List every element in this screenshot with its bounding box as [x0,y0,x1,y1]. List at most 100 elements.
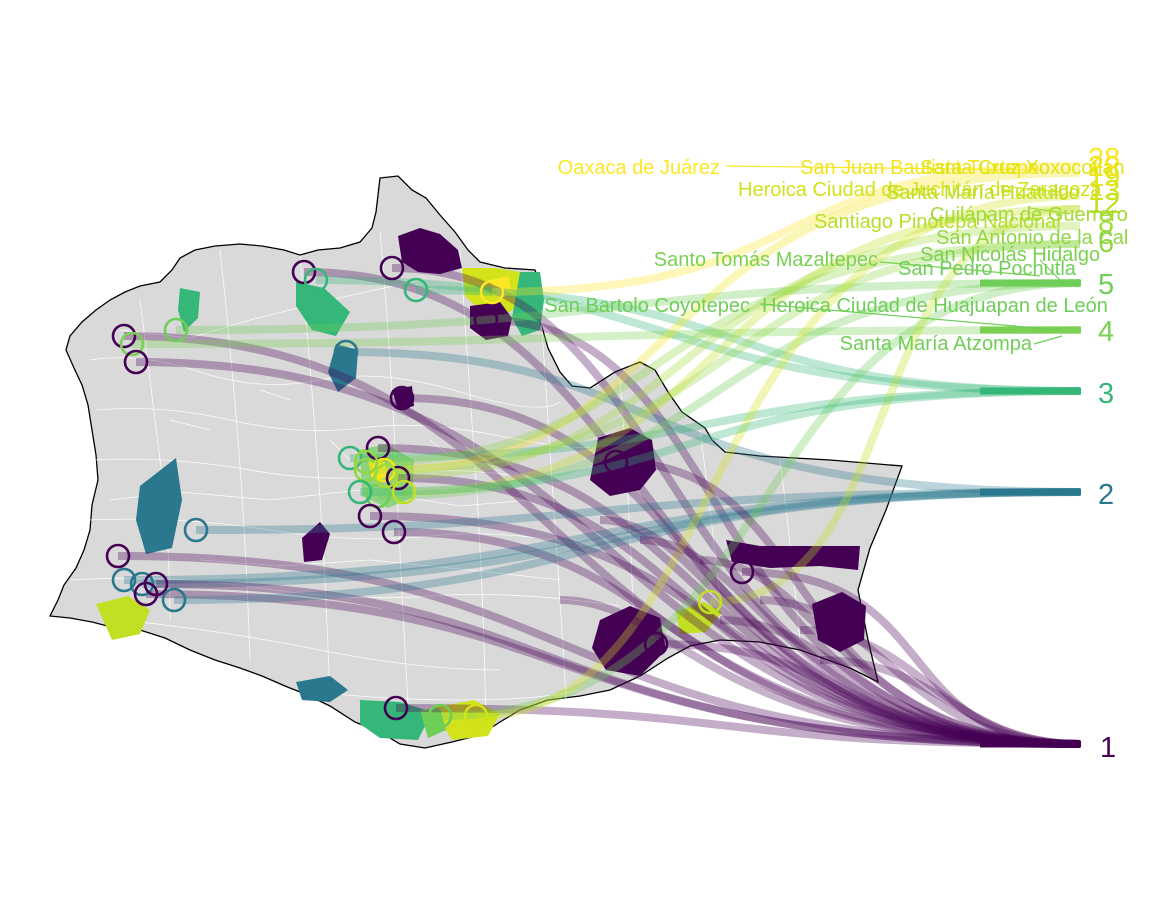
origin-circle [385,465,411,491]
flow-line [615,458,1081,748]
flow-line [699,556,1081,748]
flow-line [819,656,1081,748]
origin-circle [353,449,379,475]
flow-line [195,488,1081,534]
flow-line [359,387,1081,496]
origin-circle [133,581,159,607]
origin-circle [479,279,505,305]
origin-circle [183,517,209,543]
flow-line [655,640,1081,748]
flow-line [145,590,1081,748]
label-santo-tomas-mazaltepec: Santo Tomás Mazaltepec [654,249,878,271]
flow-line [345,348,1081,496]
rank-label-8: 8 [1098,207,1114,239]
origin-circle [123,349,149,375]
flow-line [303,268,1081,748]
municipality-labels: Oaxaca de Juárez San Juan Bautista Tuxte… [544,157,1128,355]
label-san-bartolo-coyotepec: San Bartolo Coyotepec [544,295,750,317]
flow-line [385,222,1081,480]
rank-label-13: 13 [1088,175,1120,207]
rank-label-2: 2 [1098,479,1114,511]
municipality-rank1-chimalapas [812,592,866,652]
destination-bars [980,279,1081,748]
rank-label-3: 3 [1098,378,1114,410]
flow-line [175,279,1081,334]
origin-circle [383,695,409,721]
origin-circle [603,449,629,475]
origin-circle [427,703,453,729]
rank-label-4: 4 [1098,316,1114,348]
label-leader [879,261,1041,277]
municipality-rank2-costa [296,676,348,702]
municipality-rank12-juchitan [676,602,722,634]
municipality-rank1-sierra-sur [302,522,330,562]
label-santiago-pinotepa-nacional: Santiago Pinotepa Nacional [814,211,1061,233]
flow-line [131,326,1081,348]
flow-line [123,332,1081,748]
origin-circle [365,435,391,461]
flow-line [639,536,1081,748]
origin-circle [473,307,499,333]
label-santa-cruz-xoxocotlan: Santa Cruz Xoxocotlán [920,157,1125,179]
municipality-rank1-juchitan-east [726,540,860,570]
rank-labels: 1 2 3 4 5 6 8 12 13 19 22 28 [1088,143,1120,764]
origin-circle [333,339,359,365]
flow-line [491,162,1081,296]
origin-circle [643,631,669,657]
origin-circle [337,445,363,471]
origin-circle [119,331,145,357]
flow-line [123,488,1081,584]
municipality-rank12-costa [96,596,150,640]
rank-label-22: 22 [1088,151,1120,183]
flow-line [315,276,1081,395]
flow-line [141,488,1081,588]
flow-line [135,358,1081,748]
label-santa-maria-atzompa: Santa María Atzompa [840,333,1033,355]
label-oaxaca-de-juarez: Oaxaca de Juárez [558,157,720,179]
flow-line [155,580,1081,748]
rank-label-1: 1 [1100,732,1116,764]
flow-line [369,512,1081,748]
municipality-rank3-north [296,282,350,336]
flow-line [393,528,1081,748]
origin-circle [391,479,417,505]
flow-line [439,279,1081,720]
origin-circle [347,479,373,505]
label-heroica-ciudad-de-juchitan: Heroica Ciudad de Juchitán de Zaragoza [738,179,1102,201]
origin-circle [373,463,399,489]
flow-line [403,205,1081,496]
origin-circle [291,259,317,285]
origin-circles [105,255,755,729]
label-leader [725,165,1041,171]
flow-line [709,205,1081,606]
flow-line [173,488,1081,604]
origin-circle [379,255,405,281]
flow-line [365,240,1081,466]
flow-line [349,387,1081,462]
flow-line [475,192,1081,720]
origin-circle [389,385,415,411]
flow-line [117,552,1081,748]
origin-circle [381,519,407,545]
municipality-rank1-isthmus [590,428,656,496]
municipality-rank3-northeast [512,272,544,336]
flow-line [377,279,1081,500]
flow-line [559,596,1081,748]
origin-circle [729,559,755,585]
origin-circle [163,317,189,343]
flow-line [377,444,1081,748]
flow-line [415,286,1081,395]
flow-line [719,616,1081,748]
label-san-pedro-pochutla: San Pedro Pochutla [898,258,1077,280]
flow-line [395,704,1081,748]
origin-circle [161,587,187,613]
municipality-rank1-isthmus-south [592,606,666,676]
label-san-juan-bautista-tuxtepec: San Juan Bautista Tuxtepec [800,157,1049,179]
label-leader [1029,207,1071,215]
flow-line [401,394,1081,748]
flow-line [759,596,1081,748]
municipality-rank1-mixteca [392,386,414,410]
origin-circle [111,567,137,593]
origin-circle [111,323,137,349]
